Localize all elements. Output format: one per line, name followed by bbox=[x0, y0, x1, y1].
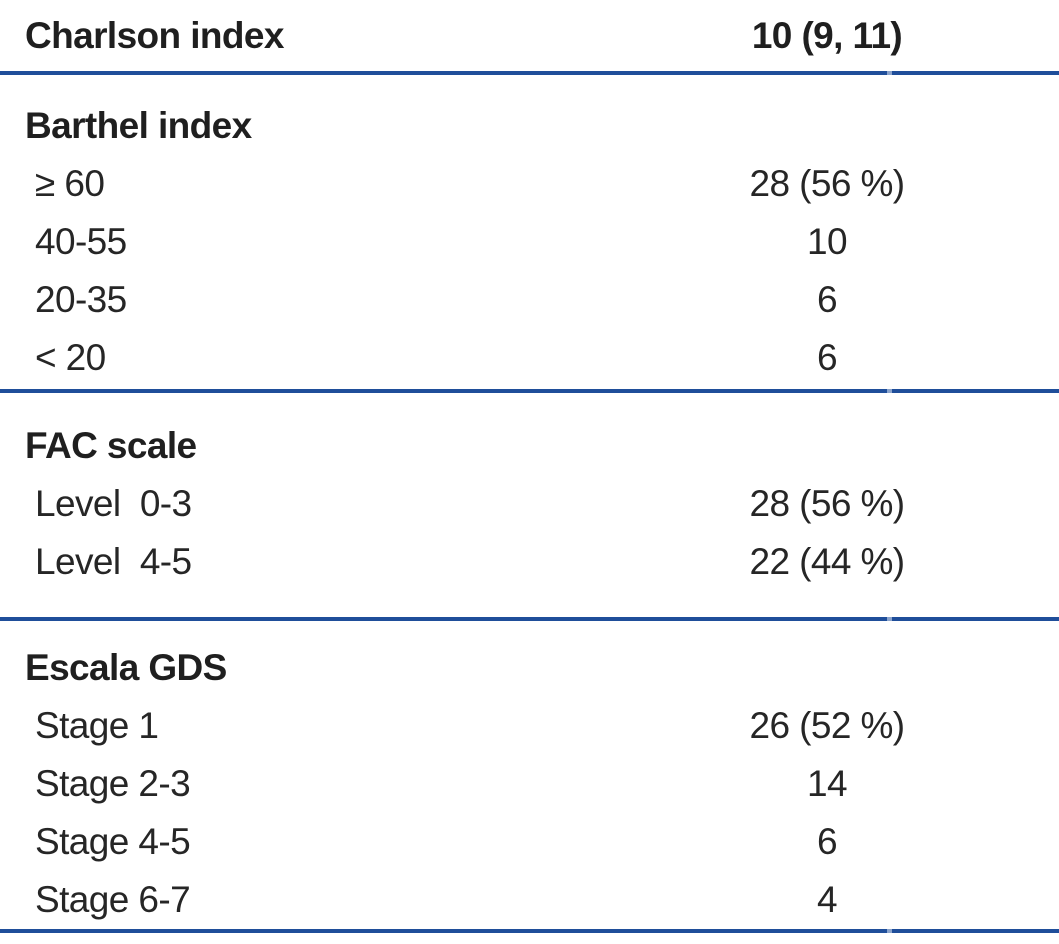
section-fac-scale: FAC scale Level 0-3 28 (56 %) Level 4-5 … bbox=[0, 393, 1059, 617]
section-title-row: Escala GDS bbox=[0, 639, 1059, 697]
table-row: Level 0-3 28 (56 %) bbox=[0, 475, 1059, 533]
row-label: Stage 6-7 bbox=[35, 879, 191, 920]
table-row: ≥ 60 28 (56 %) bbox=[0, 155, 1059, 213]
section-title-fac-scale: FAC scale bbox=[25, 425, 197, 466]
row-value: 28 (56 %) bbox=[749, 163, 905, 204]
row-value: 14 bbox=[807, 763, 848, 804]
row-label: 40-55 bbox=[35, 221, 127, 262]
row-value: 6 bbox=[817, 821, 838, 862]
row-value: 26 (52 %) bbox=[749, 705, 905, 746]
header-label-charlson-index: Charlson index bbox=[25, 14, 284, 56]
table-row: Stage 6-7 4 bbox=[0, 871, 1059, 929]
row-value: 28 (56 %) bbox=[749, 483, 905, 524]
row-label: < 20 bbox=[35, 337, 106, 378]
row-value: 22 (44 %) bbox=[749, 541, 905, 582]
section-title-barthel-index: Barthel index bbox=[25, 105, 252, 146]
table-row: Stage 1 26 (52 %) bbox=[0, 697, 1059, 755]
row-label: Stage 1 bbox=[35, 705, 159, 746]
section-escala-gds: Escala GDS Stage 1 26 (52 %) Stage 2-3 1… bbox=[0, 621, 1059, 929]
table-row: 20-35 6 bbox=[0, 271, 1059, 329]
table-row: Stage 2-3 14 bbox=[0, 755, 1059, 813]
row-label: Level 4-5 bbox=[35, 541, 192, 582]
section-divider bbox=[0, 617, 1059, 621]
row-value: 10 bbox=[807, 221, 848, 262]
section-divider bbox=[0, 71, 1059, 75]
row-label: Level 0-3 bbox=[35, 483, 192, 524]
row-label: Stage 4-5 bbox=[35, 821, 191, 862]
section-title-row: FAC scale bbox=[0, 417, 1059, 475]
table-row: 40-55 10 bbox=[0, 213, 1059, 271]
section-title-row: Barthel index bbox=[0, 97, 1059, 155]
section-title-escala-gds: Escala GDS bbox=[25, 647, 227, 688]
row-label: ≥ 60 bbox=[35, 163, 105, 204]
row-value: 6 bbox=[817, 337, 838, 378]
table-row: Stage 4-5 6 bbox=[0, 813, 1059, 871]
table-row: Level 4-5 22 (44 %) bbox=[0, 533, 1059, 591]
row-label: Stage 2-3 bbox=[35, 763, 191, 804]
row-label: 20-35 bbox=[35, 279, 127, 320]
section-barthel-index: Barthel index ≥ 60 28 (56 %) 40-55 10 20… bbox=[0, 75, 1059, 389]
header-value-charlson-index: 10 (9, 11) bbox=[751, 14, 903, 56]
row-value: 4 bbox=[817, 879, 838, 920]
table-row: < 20 6 bbox=[0, 329, 1059, 387]
section-divider bbox=[0, 389, 1059, 393]
row-value: 6 bbox=[817, 279, 838, 320]
table-bottom-rule bbox=[0, 929, 1059, 933]
table-header-row: Charlson index 10 (9, 11) bbox=[0, 0, 1059, 71]
